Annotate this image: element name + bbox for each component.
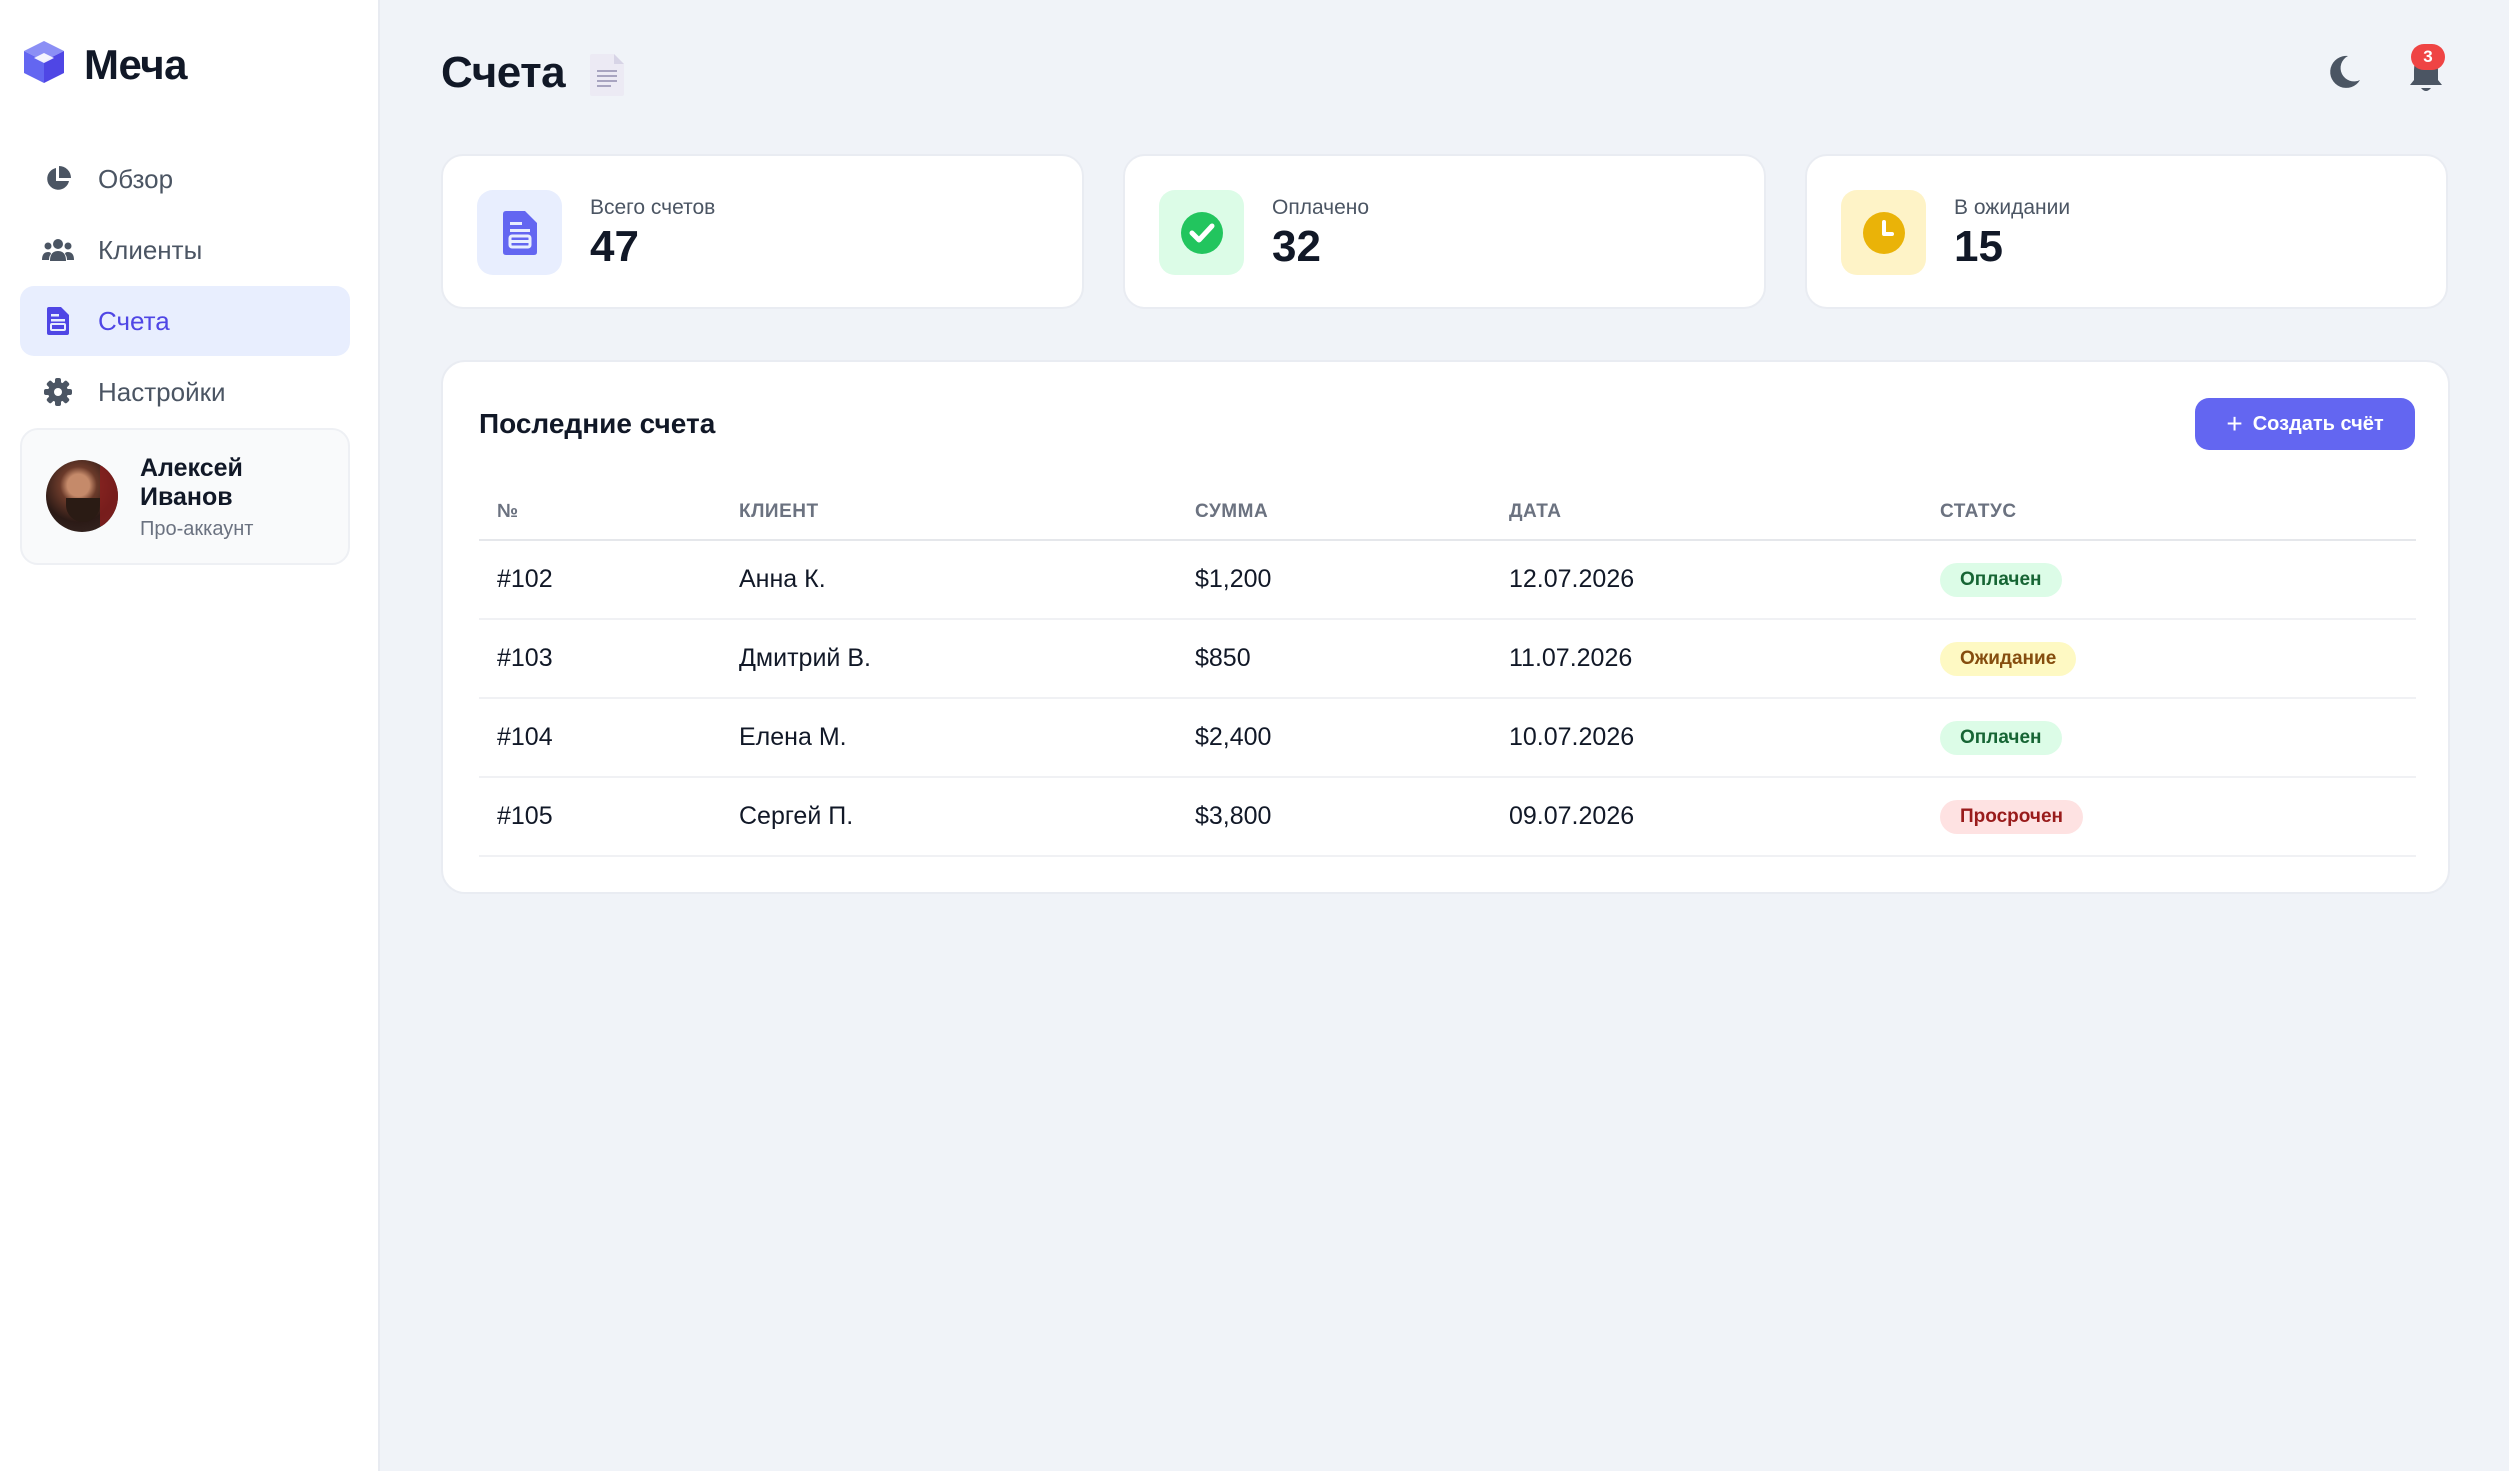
dark-mode-toggle-icon[interactable]	[2324, 52, 2364, 92]
card-title: Последние счета	[479, 408, 716, 439]
table-header-row: № КЛИЕНТ СУММА ДАТА СТАТУС	[479, 484, 2416, 541]
plus-icon: +	[2226, 408, 2243, 439]
sidebar-item-label: Обзор	[98, 163, 174, 194]
invoice-status-cell: Оплачен	[1922, 540, 2416, 620]
invoice-icon	[477, 190, 562, 275]
column-header-client[interactable]: КЛИЕНТ	[721, 484, 1177, 541]
sidebar-item-label: Клиенты	[98, 234, 203, 265]
sidebar-item-overview[interactable]: Обзор	[20, 144, 350, 214]
cube-logo-icon	[20, 38, 68, 91]
stat-value: 15	[1954, 222, 2003, 271]
invoice-status-cell: Оплачен	[1922, 698, 2416, 778]
document-icon	[590, 54, 624, 101]
check-circle-icon	[1159, 190, 1244, 275]
brand[interactable]: Меча	[20, 38, 188, 91]
invoice-amount: $2,400	[1177, 698, 1491, 778]
stat-card-paid: Оплачено 32	[1123, 154, 1766, 309]
invoice-number: #105	[479, 777, 721, 857]
column-header-amount[interactable]: СУММА	[1177, 484, 1491, 541]
invoice-amount: $3,800	[1177, 777, 1491, 857]
clock-icon	[1841, 190, 1926, 275]
invoice-amount: $850	[1177, 619, 1491, 699]
sidebar-item-label: Настройки	[98, 376, 226, 407]
create-invoice-button[interactable]: + Создать счёт	[2195, 398, 2415, 450]
stat-card-pending: В ожидании 15	[1805, 154, 2448, 309]
invoice-client: Сергей П.	[721, 777, 1177, 857]
invoice-number: #104	[479, 698, 721, 778]
stat-label: В ожидании	[1954, 196, 2071, 219]
column-header-number[interactable]: №	[479, 484, 721, 541]
invoice-amount: $1,200	[1177, 540, 1491, 620]
stat-label: Оплачено	[1272, 196, 1370, 219]
invoice-date: 09.07.2026	[1491, 777, 1922, 857]
table-row[interactable]: #104 Елена М. $2,400 10.07.2026 Оплачен	[479, 698, 2416, 778]
status-badge: Оплачен	[1940, 720, 2062, 755]
invoice-status-cell: Ожидание	[1922, 619, 2416, 699]
sidebar-item-settings[interactable]: Настройки	[20, 357, 350, 427]
pie-chart-icon	[42, 163, 74, 195]
recent-invoices-card: Последние счета + Создать счёт № КЛИЕНТ …	[441, 360, 2450, 894]
sidebar-nav: Обзор Клиенты	[20, 144, 350, 428]
column-header-date[interactable]: ДАТА	[1491, 484, 1922, 541]
stat-value: 47	[590, 222, 639, 271]
stat-card-total: Всего счетов 47	[441, 154, 1084, 309]
invoices-table: № КЛИЕНТ СУММА ДАТА СТАТУС #102 Анна К. …	[479, 484, 2416, 857]
column-header-status[interactable]: СТАТУС	[1922, 484, 2416, 541]
table-row[interactable]: #105 Сергей П. $3,800 09.07.2026 Просроч…	[479, 777, 2416, 857]
notification-badge: 3	[2411, 44, 2445, 70]
invoice-number: #103	[479, 619, 721, 699]
table-row[interactable]: #103 Дмитрий В. $850 11.07.2026 Ожидание	[479, 619, 2416, 699]
sidebar: Меча Обзор Кли	[0, 0, 380, 1471]
status-badge: Ожидание	[1940, 641, 2077, 676]
invoice-date: 10.07.2026	[1491, 698, 1922, 778]
create-invoice-label: Создать счёт	[2252, 412, 2384, 435]
invoice-client: Дмитрий В.	[721, 619, 1177, 699]
invoice-date: 11.07.2026	[1491, 619, 1922, 699]
sidebar-item-clients[interactable]: Клиенты	[20, 215, 350, 285]
invoice-client: Елена М.	[721, 698, 1177, 778]
status-badge: Оплачен	[1940, 562, 2062, 597]
invoice-number: #102	[479, 540, 721, 620]
gear-icon	[42, 376, 74, 408]
stat-label: Всего счетов	[590, 196, 716, 219]
invoice-status-cell: Просрочен	[1922, 777, 2416, 857]
invoice-client: Анна К.	[721, 540, 1177, 620]
invoice-date: 12.07.2026	[1491, 540, 1922, 620]
brand-name: Меча	[84, 40, 188, 88]
sidebar-item-label: Счета	[98, 305, 170, 336]
avatar	[46, 460, 118, 532]
invoice-icon	[42, 305, 74, 337]
stat-value: 32	[1272, 222, 1321, 271]
table-row[interactable]: #102 Анна К. $1,200 12.07.2026 Оплачен	[479, 540, 2416, 620]
profile-plan: Про-аккаунт	[140, 518, 254, 540]
users-icon	[42, 234, 74, 266]
sidebar-item-invoices[interactable]: Счета	[20, 286, 350, 356]
status-badge: Просрочен	[1940, 799, 2083, 834]
page-title: Счета	[441, 48, 566, 97]
user-profile-card[interactable]: Алексей Иванов Про-аккаунт	[20, 428, 350, 565]
profile-name: Алексей Иванов	[140, 454, 243, 511]
